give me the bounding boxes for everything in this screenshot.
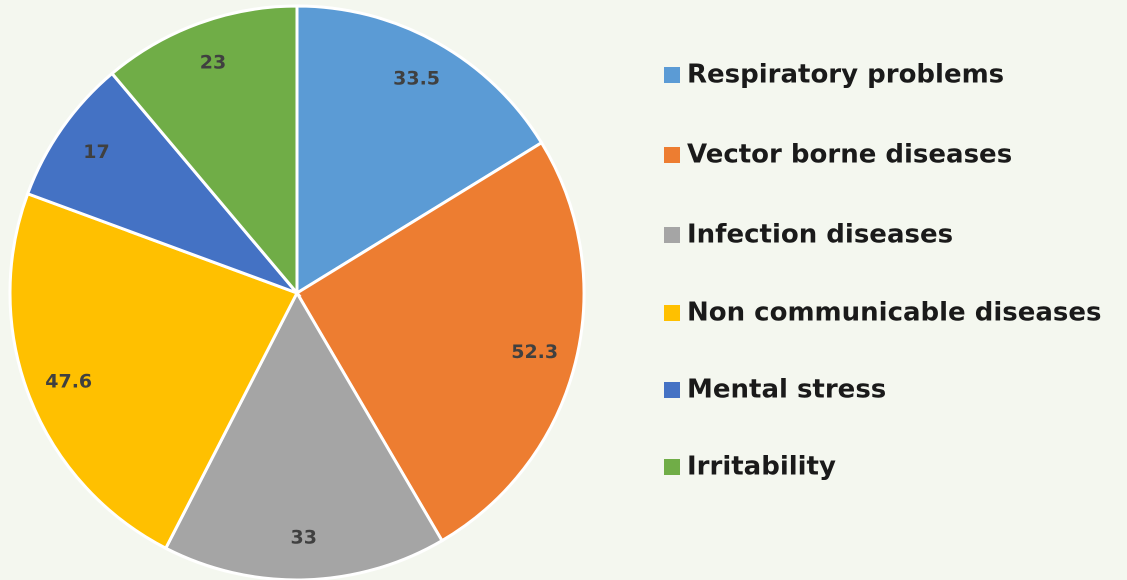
legend-swatch (664, 459, 680, 475)
pie-slice (295, 4, 544, 296)
legend-swatch (664, 67, 680, 83)
legend-label: Infection diseases (687, 220, 953, 250)
legend-label: Respiratory problems (687, 60, 1004, 90)
data-label: 52.3 (511, 341, 558, 363)
data-label: 33 (290, 526, 316, 548)
data-label: 47.6 (45, 370, 92, 392)
legend-label: Mental stress (687, 375, 886, 405)
legend-label: Vector borne diseases (687, 140, 1012, 170)
data-label: 23 (200, 51, 226, 73)
data-label: 17 (83, 141, 109, 163)
legend-swatch (664, 147, 680, 163)
pie-slice (109, 4, 299, 298)
pie-slice (294, 140, 586, 543)
data-label: 33.5 (393, 68, 440, 90)
legend-swatch (664, 227, 680, 243)
legend-swatch (664, 305, 680, 321)
legend-label: Irritability (687, 452, 836, 482)
pie-slice (25, 71, 302, 297)
legend-label: Non communicable diseases (687, 298, 1102, 328)
legend-swatch (664, 382, 680, 398)
pie-slice (8, 191, 300, 551)
